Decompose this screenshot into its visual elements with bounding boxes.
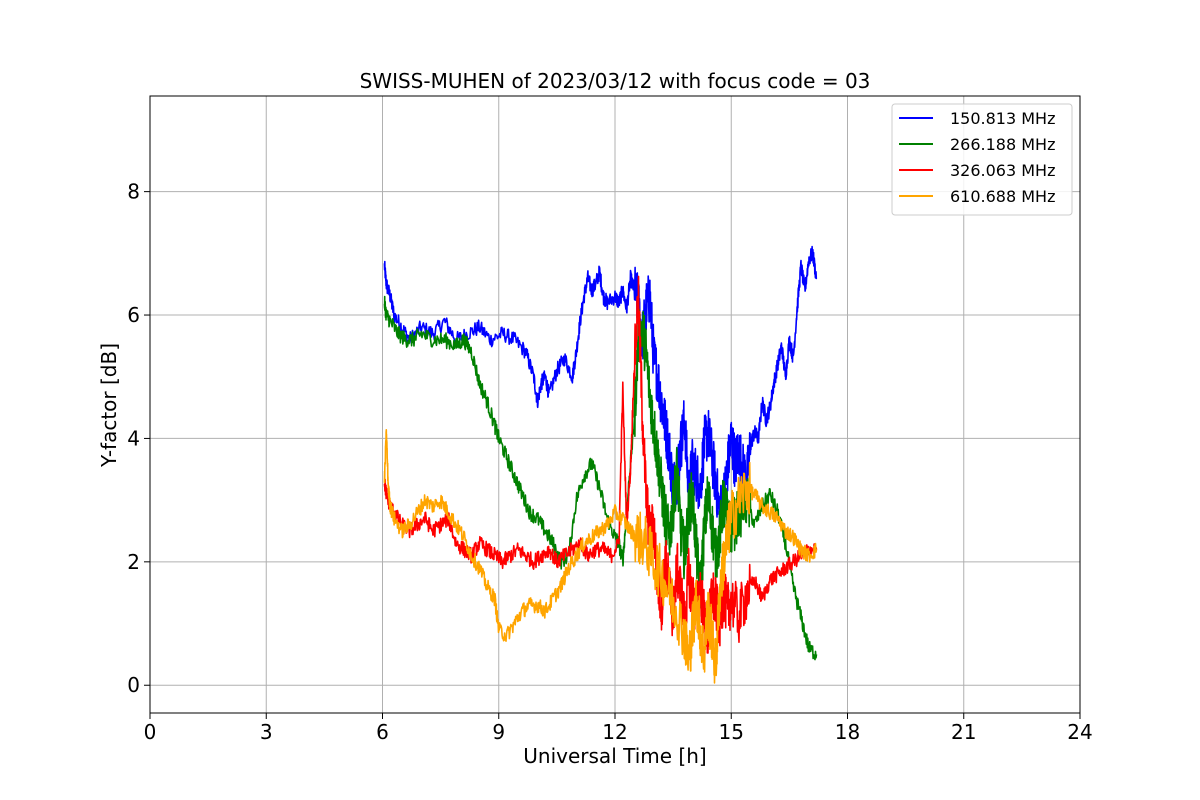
chart-title: SWISS-MUHEN of 2023/03/12 with focus cod… bbox=[360, 69, 871, 93]
x-tick-label: 0 bbox=[144, 720, 157, 744]
legend: 150.813 MHz 266.188 MHz 326.063 MHz 610.688… bbox=[891, 103, 1073, 216]
x-axis-label: Universal Time [h] bbox=[523, 744, 706, 768]
legend-box bbox=[891, 103, 1073, 216]
x-tick-label: 3 bbox=[260, 720, 273, 744]
y-tick-label: 8 bbox=[127, 180, 140, 204]
legend-entry: 150.813 MHz bbox=[950, 109, 1055, 128]
y-tick-label: 4 bbox=[127, 426, 140, 450]
legend-entry: 326.063 MHz bbox=[950, 161, 1055, 180]
y-tick-label: 6 bbox=[127, 303, 140, 327]
y-axis-label: Y-factor [dB] bbox=[97, 343, 121, 468]
series-line-3 bbox=[383, 429, 818, 684]
x-tick-label: 18 bbox=[835, 720, 860, 744]
x-tick-label: 9 bbox=[492, 720, 505, 744]
x-tick-label: 21 bbox=[951, 720, 976, 744]
x-tick-label: 15 bbox=[719, 720, 744, 744]
legend-entry: 610.688 MHz bbox=[950, 187, 1055, 206]
y-tick-label: 2 bbox=[127, 550, 140, 574]
series-line-0 bbox=[383, 245, 818, 538]
plot-series bbox=[383, 245, 818, 684]
x-tick-label: 24 bbox=[1067, 720, 1092, 744]
x-tick-label: 6 bbox=[376, 720, 389, 744]
y-tick-label: 0 bbox=[127, 673, 140, 697]
legend-entry: 266.188 MHz bbox=[950, 135, 1055, 154]
x-tick-label: 12 bbox=[602, 720, 627, 744]
series-line-2 bbox=[383, 275, 818, 654]
